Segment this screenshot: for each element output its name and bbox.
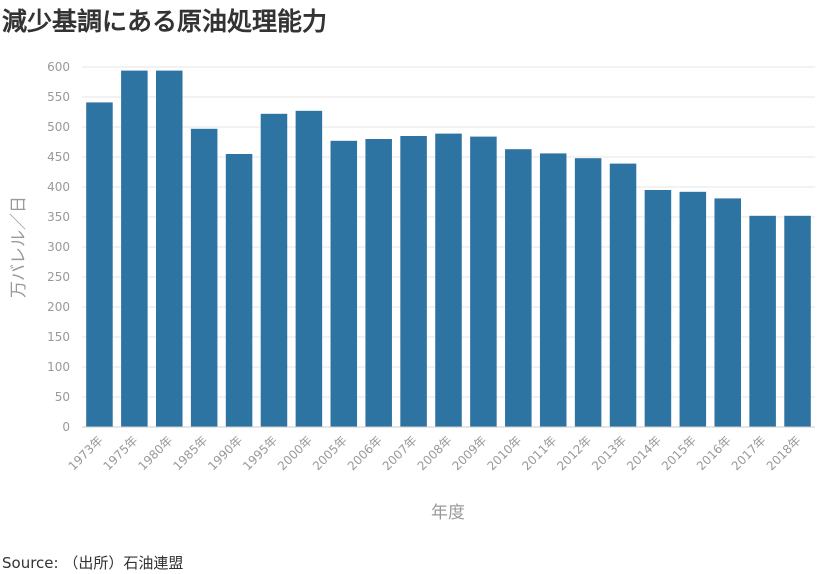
y-tick-label: 600 (47, 60, 70, 74)
bar (470, 136, 497, 427)
bar (505, 149, 532, 427)
bar (574, 158, 602, 427)
bar (714, 198, 742, 427)
bar (155, 70, 183, 427)
x-tick-label: 1990年 (205, 433, 245, 473)
y-axis-title: 万バレル／日 (9, 196, 29, 298)
bar (749, 215, 776, 427)
x-tick-label: 2012年 (554, 433, 594, 473)
x-tick-label: 2014年 (624, 433, 664, 473)
x-tick-label: 2005年 (310, 433, 350, 473)
x-tick-label: 2011年 (519, 433, 559, 473)
x-tick-label: 1973年 (66, 433, 106, 473)
bar (225, 154, 253, 427)
y-tick-label: 400 (47, 180, 70, 194)
bar (330, 140, 358, 428)
bar (644, 190, 672, 427)
x-axis-title: 年度 (431, 503, 465, 523)
bar (400, 136, 427, 427)
bar (295, 110, 323, 428)
y-tick-label: 150 (47, 330, 70, 344)
x-tick-label: 2010年 (484, 433, 524, 473)
y-tick-label: 0 (62, 420, 70, 434)
bar (365, 139, 392, 427)
bar (260, 113, 288, 428)
y-tick-label: 450 (47, 150, 70, 164)
y-tick-label: 200 (47, 300, 70, 314)
chart-title: 減少基調にある原油処理能力 (2, 7, 328, 36)
bar (539, 153, 567, 427)
y-tick-label: 300 (47, 240, 70, 254)
bar (435, 133, 462, 427)
y-tick-label: 50 (55, 390, 70, 404)
x-tick-label: 2018年 (764, 433, 804, 473)
bars (86, 70, 811, 428)
y-tick-label: 350 (47, 210, 70, 224)
y-tick-label: 500 (47, 120, 70, 134)
x-tick-label: 1975年 (100, 433, 140, 473)
bar (190, 128, 218, 428)
x-tick-label: 2000年 (275, 433, 315, 473)
x-tick-label: 1985年 (170, 433, 210, 473)
y-tick-label: 100 (47, 360, 70, 374)
x-tick-label: 1980年 (135, 433, 175, 473)
y-axis-ticks: 0 50 100 150 200 250 300 350 400 450 500 550 600 (47, 60, 70, 434)
source-note: Source: （出所）石油連盟 (2, 554, 184, 572)
x-tick-label: 2008年 (415, 433, 455, 473)
x-axis-ticks: 1973年1975年1980年1985年1990年1995年2000年2005年… (66, 433, 804, 473)
bar (121, 70, 148, 427)
x-tick-label: 1995年 (240, 433, 280, 473)
x-tick-label: 2009年 (450, 433, 490, 473)
bar (679, 191, 707, 427)
y-tick-label: 550 (47, 90, 70, 104)
x-tick-label: 2007年 (380, 433, 420, 473)
x-tick-label: 2013年 (589, 433, 629, 473)
x-tick-label: 2016年 (694, 433, 734, 473)
bar (609, 163, 637, 427)
x-tick-label: 2017年 (729, 433, 769, 473)
bar (86, 102, 113, 428)
x-tick-label: 2006年 (345, 433, 385, 473)
y-tick-label: 250 (47, 270, 70, 284)
x-tick-label: 2015年 (659, 433, 699, 473)
bar (784, 215, 811, 427)
